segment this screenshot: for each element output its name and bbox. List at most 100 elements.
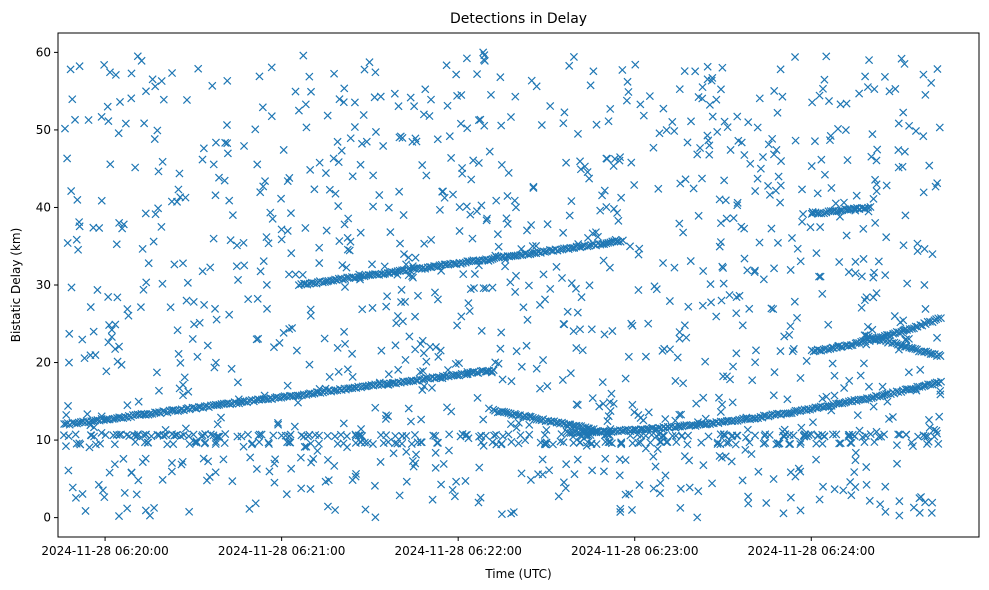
data-point — [482, 216, 491, 225]
data-point — [605, 438, 614, 447]
data-point — [361, 505, 370, 514]
data-point — [729, 214, 738, 223]
data-point — [934, 314, 943, 323]
data-point — [591, 228, 600, 237]
data-point — [765, 430, 774, 440]
data-point — [725, 290, 734, 300]
data-point — [924, 415, 933, 424]
data-point — [725, 375, 735, 384]
data-point — [863, 83, 872, 92]
data-point — [538, 455, 547, 464]
data-point — [691, 67, 700, 76]
data-point — [617, 440, 626, 449]
data-point — [716, 238, 725, 247]
data-point — [847, 438, 856, 447]
data-point — [916, 365, 925, 374]
data-point — [306, 305, 315, 314]
data-point — [599, 399, 608, 408]
data-point — [492, 430, 501, 439]
data-point — [333, 137, 342, 146]
data-point — [97, 428, 106, 437]
data-point — [303, 280, 312, 289]
data-point — [333, 343, 342, 352]
data-point — [256, 188, 265, 197]
data-point — [131, 437, 140, 446]
data-point — [933, 429, 942, 438]
data-point — [895, 430, 904, 439]
data-point — [780, 332, 789, 341]
data-point — [488, 438, 497, 447]
data-point — [560, 320, 569, 329]
data-point — [685, 483, 694, 492]
data-point — [398, 317, 407, 326]
data-point — [820, 75, 829, 84]
data-point — [894, 119, 903, 128]
data-point — [841, 397, 850, 407]
data-point — [831, 199, 840, 208]
data-point — [422, 357, 431, 366]
data-point — [211, 468, 220, 477]
data-point — [512, 347, 521, 356]
data-point — [321, 169, 330, 178]
data-point — [822, 208, 831, 217]
data-point — [661, 424, 670, 433]
data-point — [169, 440, 178, 449]
data-point — [686, 117, 696, 126]
data-point — [105, 68, 115, 77]
data-point — [818, 403, 827, 412]
data-point — [65, 329, 74, 338]
data-point — [899, 241, 908, 250]
data-point — [636, 100, 645, 109]
data-point — [202, 476, 211, 485]
data-point — [514, 418, 523, 427]
data-point — [744, 118, 753, 127]
data-point — [510, 196, 519, 205]
data-point — [665, 297, 674, 306]
data-point — [215, 432, 224, 441]
data-point — [743, 425, 752, 434]
data-point — [921, 90, 930, 99]
data-point — [490, 431, 499, 440]
data-point — [731, 440, 740, 449]
data-point — [901, 211, 910, 220]
data-point — [895, 511, 904, 520]
data-point — [118, 224, 127, 233]
data-point — [908, 324, 917, 333]
data-point — [433, 135, 442, 144]
data-point — [713, 127, 722, 136]
data-point — [458, 164, 467, 173]
data-point — [866, 202, 875, 212]
data-point — [150, 503, 159, 512]
data-point — [426, 95, 436, 104]
data-point — [855, 338, 864, 347]
data-point — [331, 189, 340, 198]
axis-ticks: 2024-11-28 06:20:00 2024-11-28 06:21:00 20… — [36, 45, 875, 558]
data-point — [418, 161, 427, 170]
data-point — [421, 85, 430, 94]
y-tick-label: 20 — [36, 356, 51, 370]
data-point — [287, 249, 296, 258]
data-point — [477, 438, 486, 447]
data-point — [554, 492, 563, 501]
y-axis-label: Bistatic Delay (km) — [9, 228, 23, 343]
data-point — [308, 389, 317, 398]
data-point — [899, 108, 908, 117]
data-point — [872, 289, 881, 298]
data-point — [252, 335, 261, 344]
data-point — [63, 154, 72, 163]
data-point — [410, 102, 419, 111]
data-point — [240, 141, 249, 151]
data-point — [157, 77, 166, 86]
data-point — [169, 405, 178, 414]
data-point — [936, 386, 945, 395]
data-point — [233, 378, 242, 387]
data-point — [604, 412, 613, 421]
data-point — [732, 293, 741, 302]
data-point — [342, 432, 351, 441]
data-point — [668, 431, 677, 440]
data-point — [764, 181, 773, 190]
data-point — [755, 238, 764, 247]
data-point — [74, 245, 83, 254]
data-point — [112, 430, 121, 439]
